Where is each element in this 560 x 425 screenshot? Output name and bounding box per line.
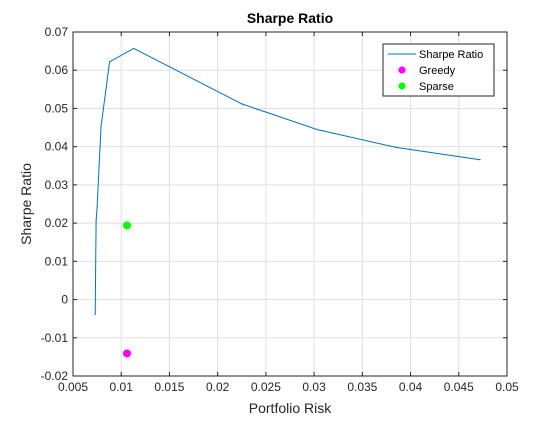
series-line-sharpe-ratio <box>94 47 481 315</box>
data-point-sharpe-ratio <box>395 146 397 149</box>
x-tick-label: 0.01 <box>110 380 134 394</box>
x-tick-label: 0.015 <box>154 380 184 394</box>
y-tick-label: 0.02 <box>45 216 69 230</box>
x-tick-label: 0.04 <box>399 380 423 394</box>
x-tick-label: 0.02 <box>206 380 230 394</box>
y-tick-label: 0.01 <box>45 254 69 268</box>
data-point-sharpe-ratio <box>95 220 97 222</box>
y-axis-label: Sharpe Ratio <box>18 163 34 245</box>
x-tick-label: 0.035 <box>347 380 377 394</box>
y-tick-label: 0 <box>61 293 68 307</box>
x-tick-label: 0.03 <box>302 380 326 394</box>
y-tick-label: 0.03 <box>45 178 69 192</box>
data-point-sharpe-ratio <box>241 103 243 105</box>
axes-box <box>72 31 508 377</box>
data-point-sharpe-ratio <box>316 128 318 131</box>
y-tick-label: 0.06 <box>45 63 69 77</box>
legend-greedy-label: Greedy <box>419 65 456 77</box>
legend-sparse-label: Sparse <box>419 81 454 93</box>
legend-sparse-swatch <box>398 82 406 90</box>
y-tick-label: -0.02 <box>41 369 69 383</box>
data-point-sharpe-ratio <box>479 159 481 161</box>
data-point-sparse <box>123 221 132 230</box>
legend: Sharpe Ratio Greedy Sparse <box>382 43 495 97</box>
x-tick-labels: 0.005 0.01 0.015 0.02 0.025 0.03 0.035 0.04 0.04… <box>58 380 519 394</box>
x-axis-label: Portfolio Risk <box>249 400 332 416</box>
legend-greedy-swatch <box>398 66 406 74</box>
x-tick-label: 0.005 <box>58 380 88 394</box>
y-tick-label: 0.05 <box>45 101 69 115</box>
data-point-sharpe-ratio <box>94 313 96 316</box>
data-point-greedy <box>123 349 132 358</box>
x-tick-label: 0.025 <box>251 380 281 394</box>
chart-title: Sharpe Ratio <box>247 10 333 26</box>
data-point-sharpe-ratio <box>109 61 111 63</box>
data-point-sharpe-ratio <box>133 47 135 50</box>
y-tick-labels: -0.02 -0.01 0 0.01 0.02 0.03 0.04 0.05 0.06 0.07 <box>41 25 69 383</box>
x-tick-label: 0.05 <box>495 380 519 394</box>
x-tick-label: 0.045 <box>444 380 474 394</box>
data-point-sharpe-ratio <box>100 126 102 128</box>
tick-marks <box>72 31 508 377</box>
data-point-sharpe-ratio <box>96 206 98 209</box>
series-layer <box>94 47 481 358</box>
y-tick-label: 0.07 <box>45 25 69 39</box>
y-tick-label: -0.01 <box>41 331 69 345</box>
y-tick-label: 0.04 <box>45 140 69 154</box>
legend-sharpe-ratio-label: Sharpe Ratio <box>419 49 483 61</box>
